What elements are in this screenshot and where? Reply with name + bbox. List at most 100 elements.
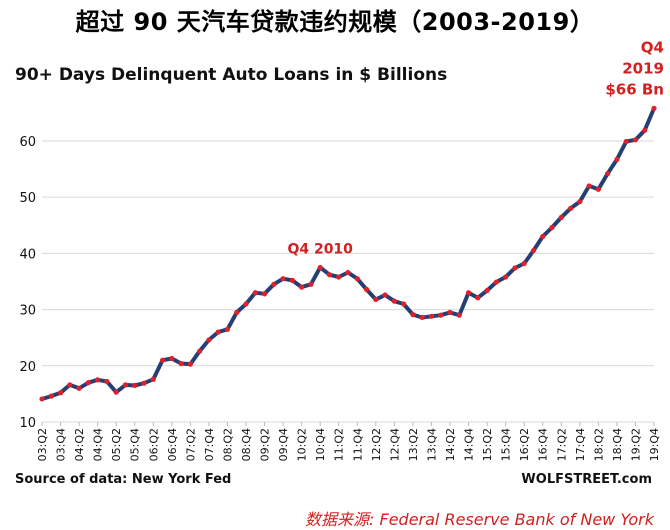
x-axis: 03:Q2 03:Q4 04:Q2 04:Q4 05:Q2 05:Q4 06:Q2 06:Q4… (36, 421, 661, 461)
data-point (382, 292, 388, 298)
data-point (95, 377, 101, 383)
data-point (623, 138, 629, 145)
data-point (178, 360, 184, 367)
data-point (39, 396, 45, 402)
x-tick-label: 13:Q4 (425, 428, 438, 461)
data-point (345, 269, 351, 276)
x-tick-label: 18:Q4 (611, 428, 624, 461)
data-point (197, 348, 203, 354)
x-tick-label: 05:Q2 (110, 428, 123, 461)
data-point (336, 274, 342, 280)
data-point (317, 264, 323, 271)
x-tick-label: 03:Q2 (36, 428, 49, 461)
annotation-label-line: 2019 (622, 59, 664, 77)
x-tick-label: 06:Q4 (166, 428, 179, 461)
data-point (651, 105, 657, 111)
data-point (326, 272, 333, 278)
y-tick-label: 30 (19, 304, 36, 319)
x-tick-label: 15:Q2 (481, 428, 494, 461)
data-point (642, 127, 648, 133)
data-point (614, 156, 620, 163)
data-point (512, 265, 518, 271)
x-tick-label: 13:Q2 (407, 428, 420, 461)
data-point (122, 382, 129, 388)
data-point (419, 314, 425, 321)
data-point (67, 382, 73, 388)
source-note: Source of data: New York Fed (15, 472, 231, 487)
data-point (271, 281, 277, 287)
y-tick-label: 10 (19, 416, 36, 431)
data-point (206, 337, 212, 343)
data-point (530, 247, 537, 254)
data-point (493, 279, 499, 285)
x-tick-label: 11:Q2 (333, 428, 346, 461)
x-tick-label: 19:Q2 (629, 428, 642, 461)
data-point (410, 312, 416, 318)
data-point (632, 137, 639, 143)
annotation-label-line: $66 Bn (605, 80, 664, 98)
x-tick-label: 08:Q2 (221, 428, 234, 461)
x-tick-label: 19:Q4 (648, 428, 661, 461)
data-point (308, 281, 314, 287)
x-tick-label: 10:Q2 (296, 428, 309, 461)
x-tick-label: 17:Q2 (555, 428, 568, 461)
x-tick-label: 10:Q4 (314, 428, 327, 461)
data-point (540, 233, 546, 240)
data-point (113, 389, 119, 395)
data-point (354, 276, 360, 282)
data-point (521, 260, 527, 267)
x-tick-label: 07:Q2 (184, 428, 197, 461)
data-point (558, 214, 564, 221)
data-point (215, 329, 221, 335)
x-tick-label: 04:Q4 (92, 428, 105, 461)
data-point (150, 376, 156, 382)
x-tick-label: 09:Q2 (259, 428, 272, 461)
x-tick-label: 15:Q4 (500, 428, 513, 461)
data-point (104, 378, 110, 385)
x-tick-label: 12:Q4 (388, 428, 401, 461)
y-axis: 10 20 30 40 50 60 (19, 135, 36, 431)
data-point (595, 186, 601, 192)
data-point (289, 277, 295, 283)
x-tick-label: 11:Q4 (351, 428, 364, 461)
y-tick-label: 50 (19, 191, 36, 206)
data-point (484, 287, 490, 294)
data-point (76, 385, 82, 391)
x-tick-label: 12:Q2 (370, 428, 383, 461)
data-point (57, 390, 64, 396)
brand-label: WOLFSTREET.com (521, 472, 652, 487)
x-tick-label: 18:Q2 (592, 428, 605, 461)
y-tick-label: 20 (19, 360, 36, 375)
data-point (447, 309, 453, 315)
data-point (586, 183, 592, 189)
data-point (465, 290, 472, 296)
chart-title: 90+ Days Delinquent Auto Loans in $ Bill… (15, 65, 447, 85)
data-point (549, 224, 555, 231)
data-point (605, 170, 611, 177)
data-point (252, 290, 258, 296)
data-point (401, 301, 407, 307)
y-tick-label: 60 (19, 135, 36, 150)
data-point (169, 355, 175, 362)
data-point (577, 199, 583, 205)
data-point (243, 301, 249, 307)
data-point (456, 312, 462, 318)
annotations: Q4 2010 Q4 2019 $66 Bn (287, 38, 664, 257)
x-tick-label: 07:Q4 (203, 428, 216, 461)
data-point (567, 205, 574, 212)
data-point (391, 298, 397, 304)
x-tick-label: 05:Q4 (129, 428, 142, 461)
data-point (85, 380, 91, 386)
data-point (503, 274, 509, 280)
data-point (141, 380, 147, 386)
data-point (373, 296, 379, 303)
x-tick-label: 04:Q2 (73, 428, 86, 461)
data-point (48, 393, 54, 399)
data-point (187, 361, 193, 367)
x-tick-label: 09:Q4 (277, 428, 290, 461)
data-point (299, 284, 305, 290)
y-tick-label: 40 (19, 247, 36, 262)
x-tick-label: 08:Q4 (240, 428, 253, 461)
data-point (280, 276, 286, 282)
